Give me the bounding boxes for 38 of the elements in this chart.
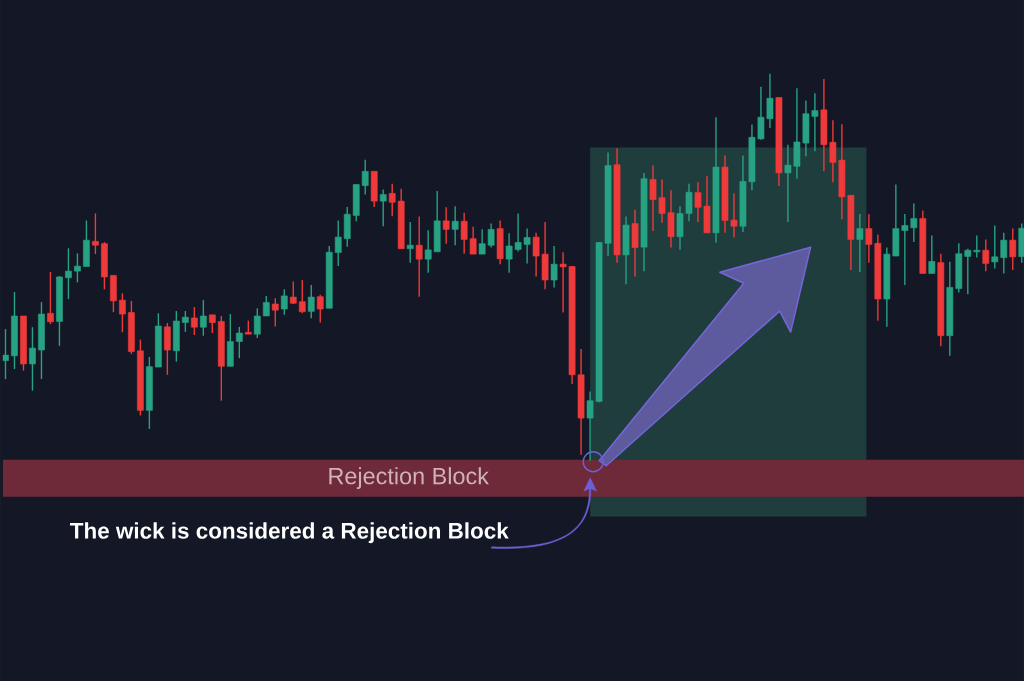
candlestick xyxy=(262,295,270,317)
candlestick xyxy=(199,299,207,337)
candlestick xyxy=(190,306,198,336)
candlestick xyxy=(334,219,342,267)
candlestick xyxy=(928,234,936,275)
candlestick xyxy=(29,326,36,392)
candlestick xyxy=(92,212,99,255)
candlestick xyxy=(1009,227,1017,271)
candlestick xyxy=(550,245,558,289)
text: The wick is considered a Rejection Block xyxy=(70,522,509,544)
candlestick xyxy=(631,208,639,278)
candlestick xyxy=(379,188,387,227)
candlestick xyxy=(1000,232,1008,275)
candlestick xyxy=(235,326,243,359)
candlestick xyxy=(307,284,315,319)
candlestick xyxy=(991,224,999,270)
candlestick xyxy=(442,206,450,245)
candlestick xyxy=(451,205,459,246)
candlestick xyxy=(119,292,126,333)
candlestick xyxy=(181,310,189,333)
candlestick xyxy=(253,307,261,339)
band-label: Rejection Block xyxy=(329,467,489,489)
candlestick xyxy=(65,247,72,300)
candlestick xyxy=(856,213,864,273)
candlestick xyxy=(280,288,288,316)
candlestick xyxy=(415,215,423,298)
candlestick xyxy=(47,271,54,325)
candlestick xyxy=(982,238,990,272)
candlestick xyxy=(298,279,306,314)
candlestick xyxy=(316,293,324,324)
candlestick xyxy=(406,221,414,264)
candlestick xyxy=(74,252,81,283)
candlestick xyxy=(361,158,369,196)
candlestick xyxy=(271,297,279,328)
candlestick xyxy=(289,280,297,305)
candlestick xyxy=(164,322,171,376)
candlestick xyxy=(208,314,216,334)
candlestick xyxy=(2,328,9,380)
